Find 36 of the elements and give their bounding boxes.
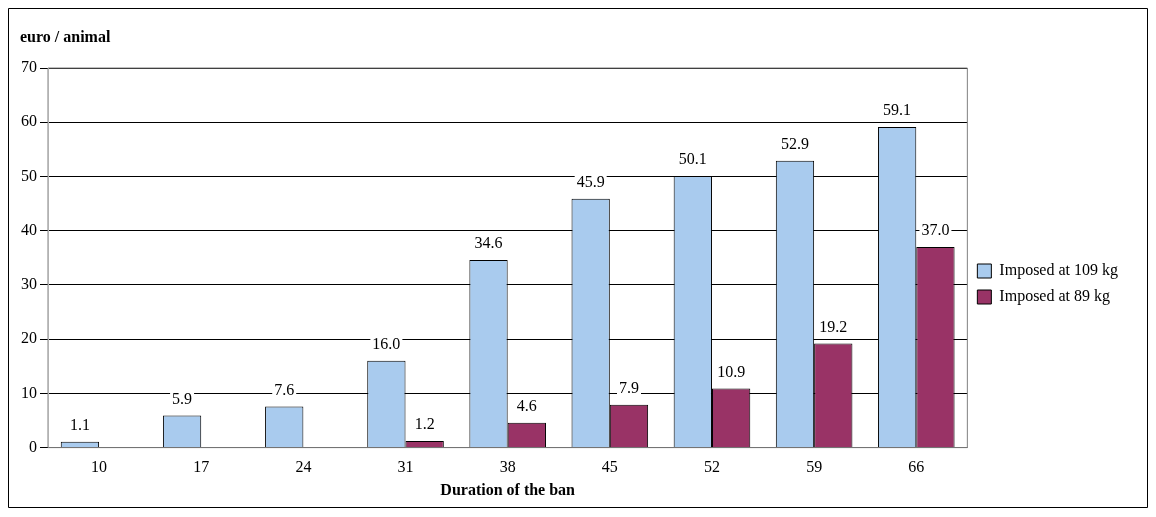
y-tick-label: 40 xyxy=(21,220,37,238)
data-label: 16.0 xyxy=(372,335,401,353)
y-tick-label: 70 xyxy=(21,58,37,76)
y-tick-label: 30 xyxy=(21,275,37,293)
data-label: 1.2 xyxy=(414,415,435,433)
legend-label: Imposed at 89 kg xyxy=(999,287,1111,306)
x-tick-label: 31 xyxy=(397,458,414,476)
y-axis-title: euro / animal xyxy=(20,28,111,46)
x-tick-label: 38 xyxy=(499,458,516,476)
x-tick-label: 45 xyxy=(601,458,618,476)
x-tick-label: 24 xyxy=(295,458,312,476)
y-tick-label: 0 xyxy=(29,437,37,455)
x-tick-label: 59 xyxy=(806,458,823,476)
legend-label: Imposed at 109 kg xyxy=(999,261,1119,280)
data-label: 7.6 xyxy=(274,380,295,398)
y-tick-label: 10 xyxy=(21,383,37,401)
y-tick-label: 60 xyxy=(21,112,37,130)
data-label: 1.1 xyxy=(69,415,90,433)
data-label: 10.9 xyxy=(717,362,746,380)
x-tick-label: 66 xyxy=(908,458,925,476)
x-tick-label: 17 xyxy=(193,458,210,476)
x-tick-label: 52 xyxy=(703,458,720,476)
data-label: 19.2 xyxy=(819,317,848,335)
y-tick-label: 50 xyxy=(21,166,37,184)
x-tick-label: 10 xyxy=(91,458,108,476)
data-label: 37.0 xyxy=(921,221,950,239)
data-label: 4.6 xyxy=(516,396,537,414)
y-tick-label: 20 xyxy=(21,329,37,347)
data-label: 34.6 xyxy=(474,234,503,252)
data-label: 5.9 xyxy=(172,389,193,407)
data-label: 59.1 xyxy=(883,101,912,119)
x-axis-title: Duration of the ban xyxy=(440,480,576,498)
data-label: 7.9 xyxy=(618,378,639,396)
data-label: 50.1 xyxy=(678,150,707,168)
data-label: 52.9 xyxy=(780,134,809,152)
data-label: 45.9 xyxy=(576,172,605,190)
